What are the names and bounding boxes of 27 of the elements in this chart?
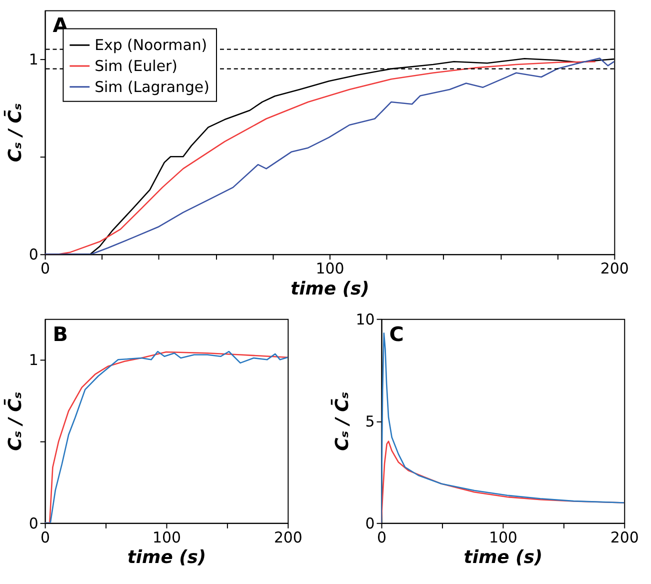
x-tick-label: 0 [376, 528, 386, 546]
y-tick-label: 1 [28, 351, 38, 370]
y-axis-title: Cₛ / C̄ₛ [330, 392, 353, 451]
x-tick-label: 0 [40, 260, 50, 278]
y-tick-label: 5 [365, 412, 375, 430]
x-tick-label: 200 [610, 528, 639, 546]
x-tick-label: 200 [600, 260, 629, 278]
y-tick-label: 0 [28, 514, 38, 532]
y-tick-label: 1 [28, 50, 38, 69]
x-tick-label: 100 [488, 528, 518, 546]
y-tick-label: 10 [356, 310, 375, 328]
legend-label: Sim (Euler) [94, 56, 178, 75]
legend-label: Exp (Noorman) [94, 36, 208, 54]
x-tick-label: 100 [152, 528, 181, 546]
annotation: C [389, 322, 404, 346]
x-tick-label: 0 [40, 528, 50, 546]
y-axis-title: Cₛ / C̄ₛ [4, 392, 26, 451]
x-tick-label: 100 [316, 260, 344, 278]
x-axis-title: time (s) [290, 278, 370, 300]
y-tick-label: 0 [365, 514, 375, 532]
annotation: B [52, 322, 68, 346]
y-axis-title: Cₛ / C̄ₛ [4, 103, 26, 162]
x-tick-label: 200 [274, 528, 302, 546]
x-axis-title: time (s) [464, 547, 543, 568]
y-tick-label: 0 [28, 246, 38, 264]
legend-label: Sim (Lagrange) [94, 78, 210, 96]
x-axis-title: time (s) [127, 547, 206, 568]
